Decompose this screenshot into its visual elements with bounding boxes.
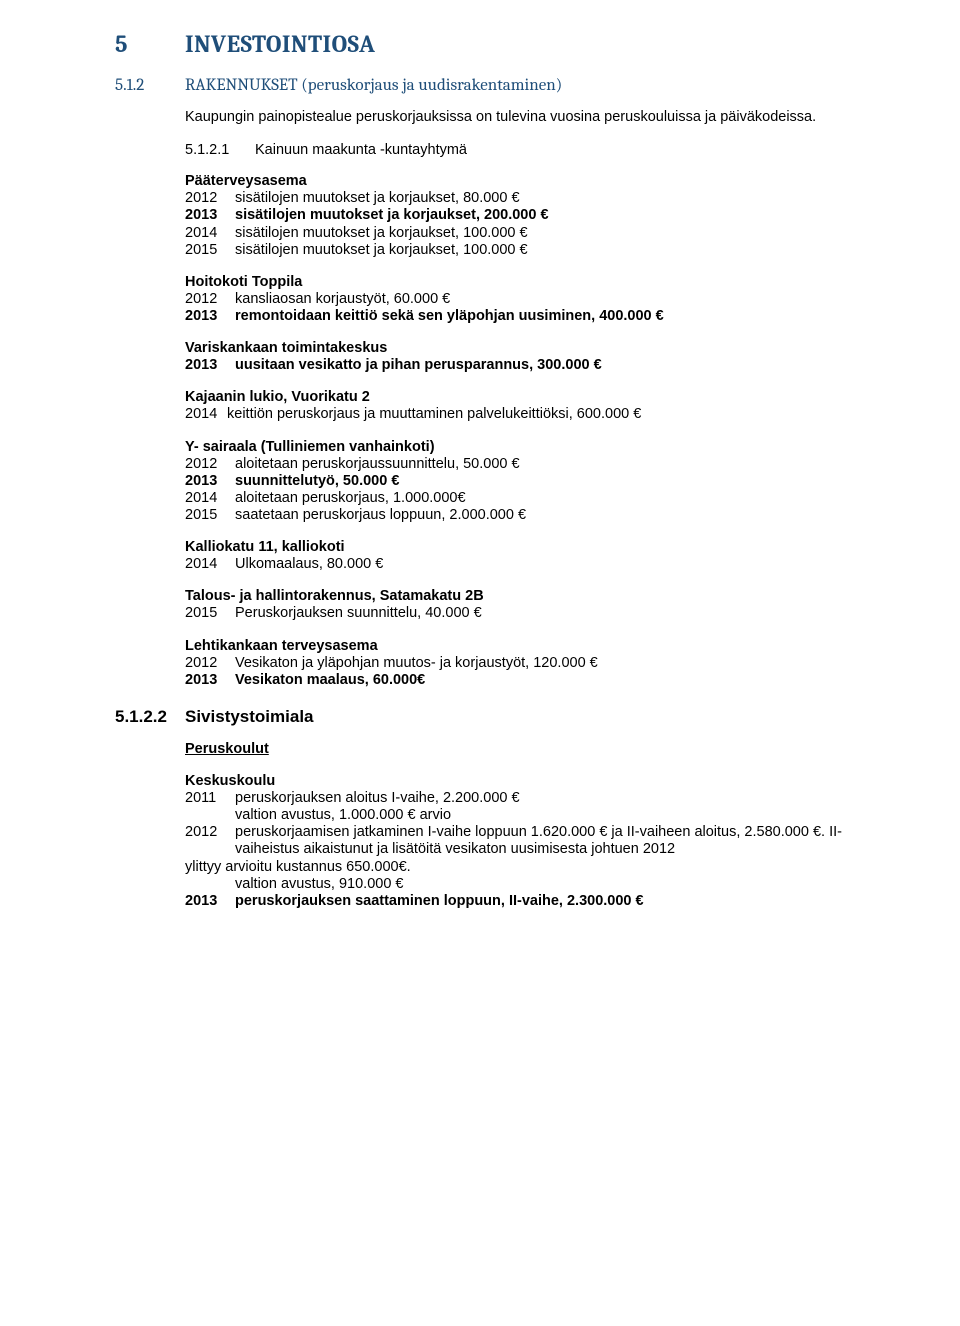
year: 2012 [185,291,235,308]
group-talous-hallinto: Talous- ja hallintorakennus, Satamakatu … [185,588,875,622]
year: 2013 [185,473,235,490]
item-row: 2014aloitetaan peruskorjaus, 1.000.000€ [185,490,875,507]
item-text: valtion avustus, 910.000 € [235,876,403,893]
year: 2012 [185,655,235,672]
subheading-number: 5.1.2 [115,76,185,95]
item-text: aloitetaan peruskorjaussuunnittelu, 50.0… [235,456,520,473]
group-title: Variskankaan toimintakeskus [185,340,875,357]
group-title: Hoitokoti Toppila [185,274,875,291]
year: 2012 [185,190,235,207]
item-row: 2012Vesikaton ja yläpohjan muutos- ja ko… [185,655,875,672]
year: 2013 [185,893,235,910]
year: 2015 [185,605,235,622]
item-text: suunnittelutyö, 50.000 € [235,473,399,490]
item-row: 2014sisätilojen muutokset ja korjaukset,… [185,225,875,242]
item-text: keittiön peruskorjaus ja muuttaminen pal… [227,406,641,423]
year [185,876,235,893]
section-heading: 5 INVESTOINTIOSA [115,30,875,58]
group-y-sairaala: Y- sairaala (Tulliniemen vanhainkoti) 20… [185,439,875,525]
group-title: Kajaanin lukio, Vuorikatu 2 [185,389,875,406]
year: 2015 [185,242,235,259]
item-text: peruskorjaamisen jatkaminen I-vaihe lopp… [235,824,875,858]
group-keskuskoulu: Keskuskoulu 2011peruskorjauksen aloitus … [185,773,875,910]
item-row: 2011peruskorjauksen aloitus I-vaihe, 2.2… [185,790,875,807]
item-text: kansliaosan korjaustyöt, 60.000 € [235,291,450,308]
item-text: sisätilojen muutokset ja korjaukset, 80.… [235,190,520,207]
item-row: valtion avustus, 1.000.000 € arvio [185,807,875,824]
group-title: Lehtikankaan terveysasema [185,638,875,655]
subsub-text: Kainuun maakunta -kuntayhtymä [255,142,467,159]
item-text: Vesikaton ja yläpohjan muutos- ja korjau… [235,655,598,672]
item-text: aloitetaan peruskorjaus, 1.000.000€ [235,490,466,507]
year: 2013 [185,672,235,689]
item-row: 2012kansliaosan korjaustyöt, 60.000 € [185,291,875,308]
item-row: 2015sisätilojen muutokset ja korjaukset,… [185,242,875,259]
content-body: Kaupungin painopistealue peruskorjauksis… [185,109,875,689]
group-lehtikankaan: Lehtikankaan terveysasema 2012Vesikaton … [185,638,875,689]
item-row: 2015saatetaan peruskorjaus loppuun, 2.00… [185,507,875,524]
item-row: 2014keittiön peruskorjaus ja muuttaminen… [185,406,875,423]
item-text: remontoidaan keittiö sekä sen yläpohjan … [235,308,664,325]
group-title: Y- sairaala (Tulliniemen vanhainkoti) [185,439,875,456]
group-title: Talous- ja hallintorakennus, Satamakatu … [185,588,875,605]
year: 2015 [185,507,235,524]
year: 2013 [185,357,235,374]
subsub-heading: 5.1.2.1 Kainuun maakunta -kuntayhtymä [185,142,875,159]
group-title: Kalliokatu 11, kalliokoti [185,539,875,556]
item-row: 2012peruskorjaamisen jatkaminen I-vaihe … [185,824,875,858]
item-row: 2013Vesikaton maalaus, 60.000€ [185,672,875,689]
heading-number: 5 [115,30,185,58]
item-row: 2015Peruskorjauksen suunnittelu, 40.000 … [185,605,875,622]
group-kalliokatu: Kalliokatu 11, kalliokoti 2014Ulkomaalau… [185,539,875,573]
group-kajaanin-lukio: Kajaanin lukio, Vuorikatu 2 2014keittiön… [185,389,875,423]
item-text: Ulkomaalaus, 80.000 € [235,556,383,573]
item-text: peruskorjauksen aloitus I-vaihe, 2.200.0… [235,790,520,807]
subsub-number: 5.1.2.1 [185,142,255,159]
item-text-wrap: ylittyy arvioitu kustannus 650.000€. [185,859,875,876]
item-row: 2012sisätilojen muutokset ja korjaukset,… [185,190,875,207]
item-text: Vesikaton maalaus, 60.000€ [235,672,425,689]
item-text: sisätilojen muutokset ja korjaukset, 100… [235,242,528,259]
intro-paragraph: Kaupungin painopistealue peruskorjauksis… [185,109,875,126]
item-row: 2013suunnittelutyö, 50.000 € [185,473,875,490]
item-row: 2013sisätilojen muutokset ja korjaukset,… [185,207,875,224]
content-body-2: Peruskoulut Keskuskoulu 2011peruskorjauk… [185,741,875,910]
group-variskankaan: Variskankaan toimintakeskus 2013uusitaan… [185,340,875,374]
year [185,807,235,824]
underline-title: Peruskoulut [185,741,269,757]
item-text: sisätilojen muutokset ja korjaukset, 200… [235,207,549,224]
year: 2011 [185,790,235,807]
subsub-number: 5.1.2.2 [115,707,185,727]
year: 2013 [185,308,235,325]
year: 2014 [185,556,235,573]
item-text: saatetaan peruskorjaus loppuun, 2.000.00… [235,507,526,524]
subsub-text: Sivistystoimiala [185,707,314,727]
subgroup-peruskoulut: Peruskoulut [185,741,875,758]
section-sivistystoimiala: 5.1.2.2 Sivistystoimiala [115,707,875,727]
year: 2012 [185,456,235,473]
item-row: 2014Ulkomaalaus, 80.000 € [185,556,875,573]
item-text: Peruskorjauksen suunnittelu, 40.000 € [235,605,482,622]
group-title: Pääterveysasema [185,173,875,190]
subsection-heading: 5.1.2 RAKENNUKSET (peruskorjaus ja uudis… [115,76,875,95]
item-row: 2013uusitaan vesikatto ja pihan peruspar… [185,357,875,374]
item-text: uusitaan vesikatto ja pihan perusparannu… [235,357,602,374]
year: 2012 [185,824,235,858]
item-text: peruskorjauksen saattaminen loppuun, II-… [235,893,644,910]
item-row: 2013remontoidaan keittiö sekä sen yläpoh… [185,308,875,325]
year: 2014 [185,225,235,242]
item-row: 2013peruskorjauksen saattaminen loppuun,… [185,893,875,910]
year: 2014 [185,406,227,423]
group-title: Keskuskoulu [185,773,875,790]
subheading-text: RAKENNUKSET (peruskorjaus ja uudisrakent… [185,76,562,95]
year: 2013 [185,207,235,224]
item-text: sisätilojen muutokset ja korjaukset, 100… [235,225,528,242]
heading-text: INVESTOINTIOSA [185,30,375,58]
group-paaterveysasema: Pääterveysasema 2012sisätilojen muutokse… [185,173,875,259]
year: 2014 [185,490,235,507]
item-row: 2012aloitetaan peruskorjaussuunnittelu, … [185,456,875,473]
item-row: valtion avustus, 910.000 € [185,876,875,893]
group-hoitokoti: Hoitokoti Toppila 2012kansliaosan korjau… [185,274,875,325]
item-text: valtion avustus, 1.000.000 € arvio [235,807,451,824]
